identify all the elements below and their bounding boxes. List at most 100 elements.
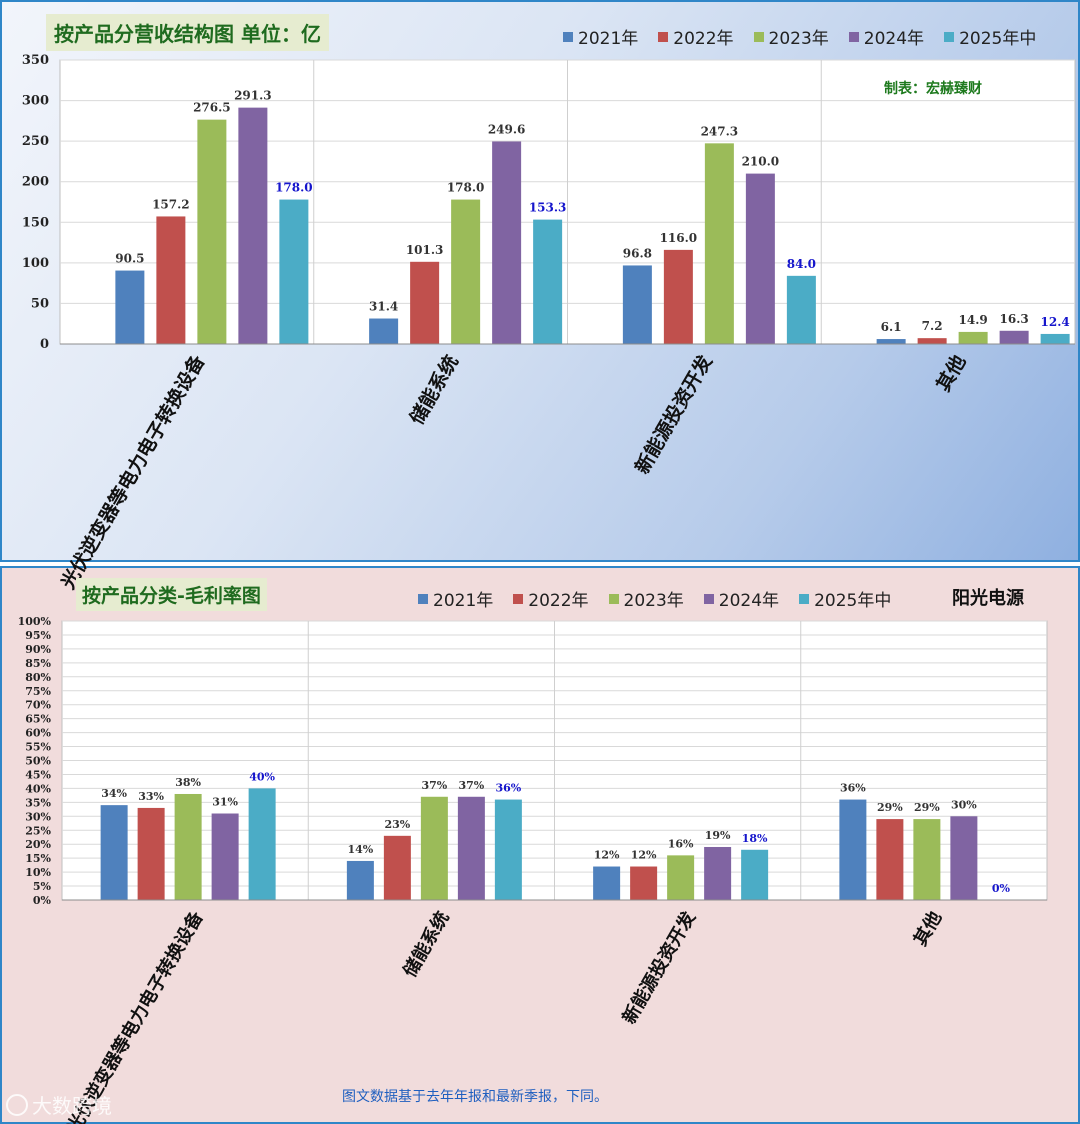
bar xyxy=(667,855,695,900)
data-label: 36% xyxy=(840,782,866,795)
legend-label: 2023年 xyxy=(768,29,829,49)
y-tick-label: 75% xyxy=(25,685,51,698)
y-tick-label: 40% xyxy=(25,782,51,795)
legend-label: 2024年 xyxy=(863,29,925,49)
company-name: 阳光电源 xyxy=(952,588,1024,609)
bar xyxy=(593,866,621,900)
data-label: 19% xyxy=(705,829,731,842)
legend-item-2024: 2024年 xyxy=(703,586,779,611)
data-label: 249.6 xyxy=(488,122,526,136)
data-label: 12% xyxy=(631,849,657,862)
data-label: 116.0 xyxy=(660,231,698,245)
revenue-chart-title: 按产品分营收结构图 单位：亿 xyxy=(46,14,329,51)
bar xyxy=(533,219,563,344)
bar xyxy=(137,807,165,900)
data-label: 16.3 xyxy=(1000,312,1029,326)
y-tick-label: 200 xyxy=(22,175,49,190)
y-tick-label: 35% xyxy=(25,796,51,809)
legend-swatch xyxy=(513,593,524,604)
y-tick-label: 30% xyxy=(25,810,51,823)
y-tick-label: 0% xyxy=(33,894,52,907)
data-label: 16% xyxy=(668,837,694,850)
y-tick-label: 70% xyxy=(25,699,51,712)
legend-swatch xyxy=(608,593,619,604)
y-tick-label: 20% xyxy=(25,838,51,851)
legend-label: 2022年 xyxy=(673,29,734,49)
data-label: 36% xyxy=(495,782,521,795)
data-label: 14.9 xyxy=(959,313,988,327)
bar xyxy=(346,860,374,900)
legend-swatch xyxy=(799,593,810,604)
data-label: 40% xyxy=(249,770,275,783)
margin-chart-legend: 2021年 2022年 2023年 2024年 2025年中 xyxy=(418,586,891,611)
bar xyxy=(741,849,769,900)
data-label: 90.5 xyxy=(115,252,144,266)
bar xyxy=(663,249,693,344)
bar xyxy=(494,799,522,900)
category-label: 其他 xyxy=(932,351,971,395)
y-tick-label: 15% xyxy=(25,852,51,865)
bar xyxy=(174,793,202,900)
y-tick-label: 60% xyxy=(25,727,51,740)
y-tick-label: 300 xyxy=(22,94,49,109)
category-label: 新能源投资开发 xyxy=(618,907,701,1028)
data-label: 31% xyxy=(212,796,238,809)
legend-swatch xyxy=(418,593,428,604)
bar xyxy=(1040,333,1070,344)
data-label: 247.3 xyxy=(701,124,739,138)
y-tick-label: 80% xyxy=(25,671,51,684)
legend-label: 2025年中 xyxy=(959,29,1037,49)
bar xyxy=(950,816,978,900)
y-tick-label: 100 xyxy=(22,256,49,271)
data-label: 14% xyxy=(347,843,373,856)
data-label: 18% xyxy=(742,832,768,845)
data-label: 0% xyxy=(992,882,1011,895)
bar xyxy=(248,788,276,900)
bar xyxy=(383,835,411,900)
y-tick-label: 85% xyxy=(25,657,51,670)
bar xyxy=(704,846,732,900)
data-label: 157.2 xyxy=(152,197,190,211)
bar xyxy=(492,141,522,344)
y-tick-label: 65% xyxy=(25,713,51,726)
bar xyxy=(630,866,658,900)
watermark-text: 大数跨境 xyxy=(32,1094,112,1118)
data-label: 276.5 xyxy=(193,101,231,115)
legend-item-2025: 2025年中 xyxy=(944,24,1036,49)
data-label: 37% xyxy=(458,779,484,792)
y-tick-label: 25% xyxy=(25,824,51,837)
y-tick-label: 45% xyxy=(25,768,51,781)
legend-label: 2025年中 xyxy=(814,591,892,611)
data-label: 7.2 xyxy=(922,319,943,333)
legend-swatch xyxy=(753,31,764,42)
data-label: 29% xyxy=(877,801,903,814)
y-tick-label: 250 xyxy=(22,134,49,149)
bar xyxy=(197,119,227,344)
legend-item-2024: 2024年 xyxy=(848,24,925,49)
data-label: 101.3 xyxy=(406,243,444,257)
y-tick-label: 55% xyxy=(25,741,51,754)
data-label: 291.3 xyxy=(234,89,272,103)
y-tick-label: 100% xyxy=(18,615,52,628)
y-tick-label: 0 xyxy=(40,337,49,352)
legend-item-2025: 2025年中 xyxy=(799,586,891,611)
watermark: 大数跨境 xyxy=(6,1090,112,1119)
bar xyxy=(410,261,440,344)
category-label: 其他 xyxy=(909,908,946,950)
chart-credit: 制表：宏赫臻财 xyxy=(884,81,982,97)
legend-item-2021: 2021年 xyxy=(418,586,493,611)
category-label: 储能系统 xyxy=(398,908,454,982)
y-tick-label: 350 xyxy=(22,53,49,68)
data-label: 23% xyxy=(384,818,410,831)
data-label: 210.0 xyxy=(742,155,780,169)
data-label: 84.0 xyxy=(787,257,816,271)
legend-swatch xyxy=(703,593,714,604)
data-label: 96.8 xyxy=(623,246,652,260)
bar xyxy=(457,796,485,900)
legend-item-2021: 2021年 xyxy=(563,24,638,49)
y-tick-label: 5% xyxy=(33,880,52,893)
bar xyxy=(369,318,399,344)
bar xyxy=(786,275,816,344)
y-tick-label: 95% xyxy=(25,629,51,642)
